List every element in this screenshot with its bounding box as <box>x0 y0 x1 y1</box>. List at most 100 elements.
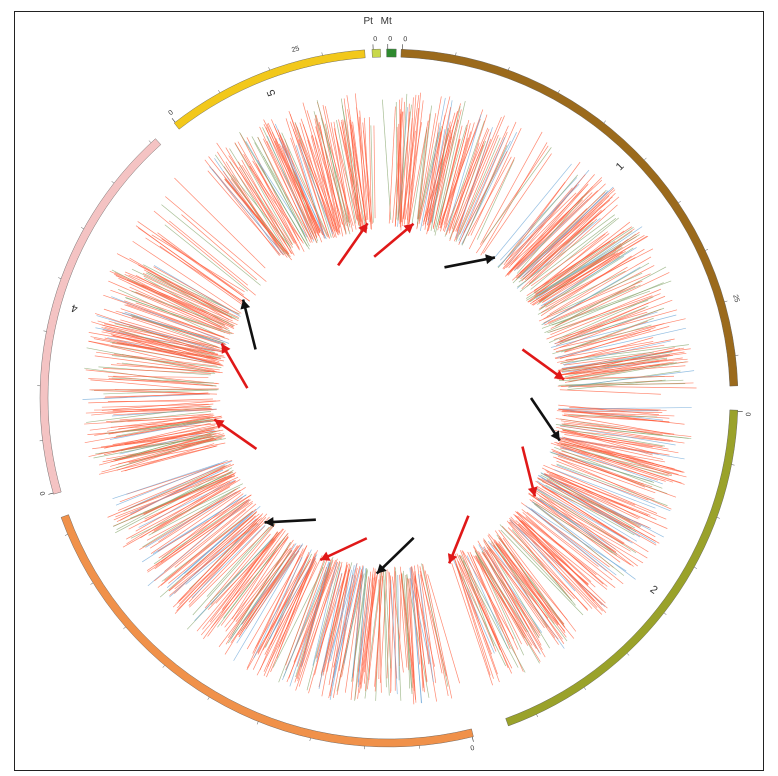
link-line <box>554 447 663 489</box>
link-line <box>111 355 222 368</box>
link-line <box>527 221 631 303</box>
link-line <box>177 513 264 603</box>
link-line <box>266 123 313 234</box>
link-line <box>116 339 225 362</box>
link-line <box>103 308 218 348</box>
link-line <box>521 509 613 581</box>
link-line <box>231 174 292 249</box>
link-line <box>521 195 610 282</box>
link-line <box>204 524 276 609</box>
link-line <box>517 523 598 608</box>
link-line <box>141 494 247 563</box>
minor-tick <box>81 227 84 230</box>
link-line <box>468 157 516 250</box>
minor-tick <box>508 67 510 71</box>
link-line <box>528 492 621 563</box>
link-line <box>115 459 228 506</box>
link-line <box>120 319 220 349</box>
link-line <box>497 183 580 268</box>
link-line <box>285 118 325 239</box>
link-line <box>253 557 303 658</box>
start-label-2: 0 <box>744 412 751 416</box>
link-line <box>228 155 294 248</box>
minor-tick <box>207 697 210 700</box>
link-line <box>281 145 317 243</box>
link-line <box>554 430 663 447</box>
link-line <box>547 299 649 334</box>
link-line <box>555 457 672 510</box>
link-line <box>142 273 239 318</box>
annotation-arrow-head <box>358 223 368 234</box>
link-line <box>453 558 494 679</box>
link-line <box>165 196 267 282</box>
link-line <box>118 277 227 330</box>
link-line <box>322 565 348 673</box>
link-line <box>263 123 320 237</box>
link-line <box>141 284 238 325</box>
minor-tick <box>148 140 152 143</box>
link-line <box>458 555 519 668</box>
link-line <box>120 432 214 459</box>
link-line <box>556 464 671 512</box>
link-line <box>174 177 266 269</box>
chromosome-3-segment <box>60 514 474 748</box>
link-line <box>370 125 374 223</box>
link-line <box>458 137 506 241</box>
link-line <box>397 104 412 222</box>
minor-tick <box>663 612 667 615</box>
link-line <box>540 255 625 309</box>
link-line <box>363 130 372 230</box>
link-line <box>559 452 655 483</box>
link-line <box>357 567 374 699</box>
minor-tick <box>694 566 697 569</box>
link-line <box>546 293 661 340</box>
annotation-arrow-head <box>550 430 560 441</box>
link-line <box>467 156 512 237</box>
link-line <box>169 518 257 598</box>
link-line <box>416 113 437 230</box>
chromosome-label-5: 5 <box>265 88 278 98</box>
link-line <box>150 491 242 554</box>
link-line <box>307 139 334 227</box>
link-line <box>209 166 284 255</box>
link-line <box>536 485 630 542</box>
link-line <box>229 148 291 247</box>
link-line <box>512 191 606 281</box>
link-line <box>565 437 670 456</box>
link-line <box>110 364 220 373</box>
link-line <box>414 571 424 692</box>
link-line <box>164 224 248 292</box>
link-line <box>444 123 471 232</box>
link-line <box>157 494 252 552</box>
link-line <box>568 370 695 387</box>
link-line <box>379 569 388 683</box>
link-line <box>491 541 568 642</box>
link-line <box>84 417 223 444</box>
link-line <box>562 414 671 435</box>
link-line <box>246 554 301 669</box>
link-line <box>368 117 372 230</box>
link-line <box>448 114 488 234</box>
link-line <box>532 501 613 554</box>
start-tick <box>171 118 176 123</box>
link-line <box>102 436 225 463</box>
link-line <box>489 548 545 629</box>
link-line <box>127 279 235 329</box>
link-line <box>394 97 403 227</box>
link-line <box>546 471 635 511</box>
link-line <box>107 375 217 387</box>
link-line <box>545 257 636 308</box>
link-line <box>259 559 307 671</box>
link-line <box>416 126 428 220</box>
link-line <box>556 426 659 455</box>
minor-tick <box>731 464 735 466</box>
link-line <box>408 92 421 223</box>
link-line <box>266 140 316 241</box>
link-line <box>544 473 651 516</box>
link-line <box>130 483 244 539</box>
link-line <box>517 214 615 288</box>
link-line <box>424 570 453 699</box>
link-line <box>127 470 228 510</box>
link-line <box>434 101 466 236</box>
